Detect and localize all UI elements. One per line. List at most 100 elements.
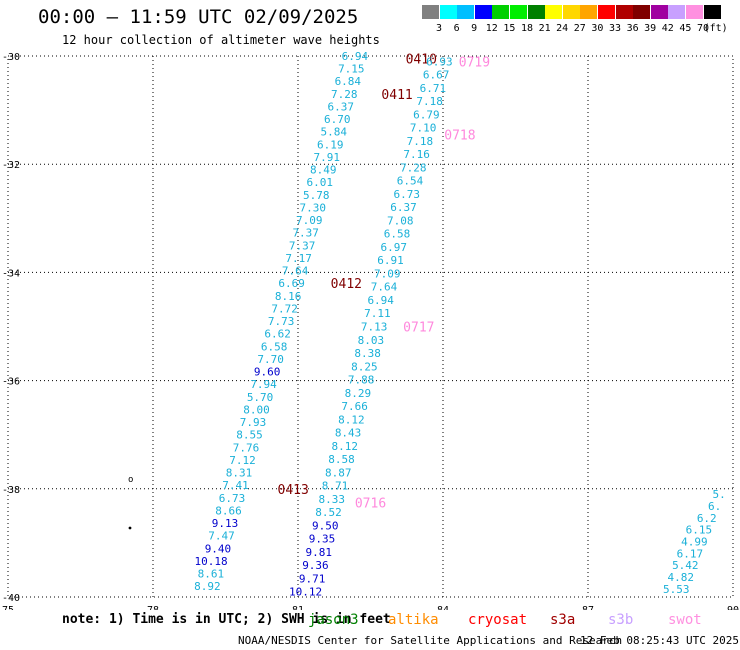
east-height-label: 6.79 bbox=[413, 108, 440, 121]
legend-swatch bbox=[474, 5, 492, 19]
west-height-label: 7.17 bbox=[285, 252, 312, 265]
legend-swatch bbox=[580, 5, 598, 19]
map-subtitle: 12 hour collection of altimeter wave hei… bbox=[62, 33, 380, 47]
east-height-label: 7.08 bbox=[387, 214, 414, 227]
legend-swatch bbox=[439, 5, 457, 19]
east-height-label: 8.03 bbox=[358, 334, 385, 347]
east-height-label: 7.18 bbox=[416, 95, 443, 108]
east-height-label: 9.35 bbox=[309, 533, 336, 546]
west-height-label: 8.92 bbox=[194, 580, 221, 593]
west-height-label: 7.72 bbox=[271, 302, 298, 315]
legend-swatch bbox=[650, 5, 668, 19]
edge-height-label: 4.82 bbox=[668, 571, 695, 584]
satellite-swot: swot bbox=[668, 612, 702, 628]
east-height-label: 7.16 bbox=[403, 148, 430, 161]
east-height-label: 6.54 bbox=[397, 175, 424, 188]
lon-tick-label: 84 bbox=[437, 605, 449, 610]
east-height-label: 9.81 bbox=[305, 546, 332, 559]
west-height-label: 5.70 bbox=[247, 391, 274, 404]
west-height-label: 5.84 bbox=[321, 126, 348, 139]
edge-height-label: 5.53 bbox=[663, 583, 690, 596]
west-height-label: 8.00 bbox=[243, 403, 270, 416]
east-height-label: 8.33 bbox=[319, 493, 346, 506]
east-height-label: 6.71 bbox=[420, 82, 447, 95]
west-height-label: 6.70 bbox=[324, 113, 351, 126]
legend-swatch bbox=[615, 5, 633, 19]
legend-swatch bbox=[527, 5, 545, 19]
west-height-label: 5.78 bbox=[303, 189, 330, 202]
legend-label: 70 bbox=[696, 23, 710, 34]
east-height-label: 9.50 bbox=[312, 519, 339, 532]
east-height-label: 8.58 bbox=[328, 453, 355, 466]
track-edge: 5.6.6.26.154.996.175.424.825.53 bbox=[663, 488, 726, 596]
west-height-label: 8.49 bbox=[310, 164, 337, 177]
west-height-label: 8.66 bbox=[215, 504, 242, 517]
east-height-label: 8.43 bbox=[335, 427, 362, 440]
satellite-s3a: s3a bbox=[550, 612, 576, 628]
west-height-label: 7.47 bbox=[208, 530, 235, 543]
west-height-label: 6.69 bbox=[278, 277, 305, 290]
west-height-label: 7.15 bbox=[338, 63, 365, 76]
west-height-label: 7.70 bbox=[257, 353, 284, 366]
legend-swatch bbox=[545, 5, 563, 19]
east-height-label: 8.25 bbox=[351, 360, 378, 373]
west-height-label: 9.60 bbox=[254, 366, 281, 379]
east-height-label: 8.38 bbox=[354, 347, 381, 360]
east-height-label: 6.37 bbox=[390, 201, 417, 214]
west-time-label: 0412 bbox=[331, 277, 362, 292]
west-height-label: 7.93 bbox=[240, 416, 267, 429]
west-height-label: 10.18 bbox=[195, 555, 228, 568]
east-height-label: 7.66 bbox=[341, 400, 368, 413]
west-height-label: 7.09 bbox=[296, 214, 323, 227]
legend-unit: (ft) bbox=[703, 23, 728, 34]
east-height-label: 7.09 bbox=[374, 267, 401, 280]
west-height-label: 8.61 bbox=[198, 568, 225, 581]
satellite-s3b: s3b bbox=[608, 612, 634, 628]
timestamp-text: 12 Feb 08:25:43 UTC 2025 bbox=[580, 634, 739, 647]
legend-label: 9 bbox=[471, 23, 478, 34]
legend-label: 15 bbox=[503, 23, 516, 34]
edge-height-label: 6. bbox=[708, 500, 721, 513]
legend-label: 45 bbox=[679, 23, 692, 34]
satellite-cryosat: cryosat bbox=[468, 612, 528, 628]
west-height-label: 6.73 bbox=[219, 492, 246, 505]
lon-tick-label: 90 bbox=[727, 605, 739, 610]
west-height-label: 6.01 bbox=[306, 176, 333, 189]
lat-tick-label: -40 bbox=[2, 593, 20, 604]
east-height-label: 8.12 bbox=[332, 440, 359, 453]
east-height-label: 6.58 bbox=[384, 228, 411, 241]
footer-note: note: 1) Time is in UTC; 2) SWH is in fe… bbox=[62, 612, 391, 627]
west-time-label: 0411 bbox=[381, 88, 412, 103]
legend-swatch bbox=[422, 5, 439, 19]
legend-label: 33 bbox=[608, 23, 622, 34]
east-height-label: 7.64 bbox=[371, 281, 398, 294]
east-height-label: 6.67 bbox=[423, 69, 450, 82]
west-time-label: 0413 bbox=[278, 483, 309, 498]
west-height-label: 6.94 bbox=[342, 50, 369, 63]
west-height-label: 7.91 bbox=[314, 151, 341, 164]
edge-height-label: 5.42 bbox=[672, 559, 699, 572]
west-time-label: 0410 bbox=[406, 53, 437, 68]
east-height-label: 7.11 bbox=[364, 307, 391, 320]
east-height-label: 7.88 bbox=[348, 374, 375, 387]
east-time-label: 0716 bbox=[355, 496, 386, 511]
legend-label: 24 bbox=[556, 23, 569, 34]
east-height-label: 9.71 bbox=[299, 572, 326, 585]
edge-height-label: 6.15 bbox=[686, 524, 713, 537]
west-height-label: 7.37 bbox=[289, 239, 316, 252]
legend-swatch bbox=[686, 5, 703, 19]
legend-swatch bbox=[457, 5, 475, 19]
legend-label: 42 bbox=[661, 23, 674, 34]
east-height-label: 7.28 bbox=[400, 161, 427, 174]
lat-tick-label: -38 bbox=[2, 485, 20, 496]
west-height-label: 7.94 bbox=[250, 378, 277, 391]
east-height-label: 6.94 bbox=[367, 294, 394, 307]
island-marker: o bbox=[128, 475, 133, 485]
legend-swatch bbox=[492, 5, 510, 19]
axis-ticks: 75 78 81 84 87 90 -30 -32 -34 -36 -38 -40 bbox=[2, 52, 739, 610]
west-height-label: 7.37 bbox=[292, 227, 319, 240]
west-height-label: 6.62 bbox=[264, 328, 291, 341]
east-height-label: 7.13 bbox=[361, 321, 388, 334]
west-height-label: 6.58 bbox=[261, 340, 288, 353]
lon-tick-label: 87 bbox=[582, 605, 594, 610]
